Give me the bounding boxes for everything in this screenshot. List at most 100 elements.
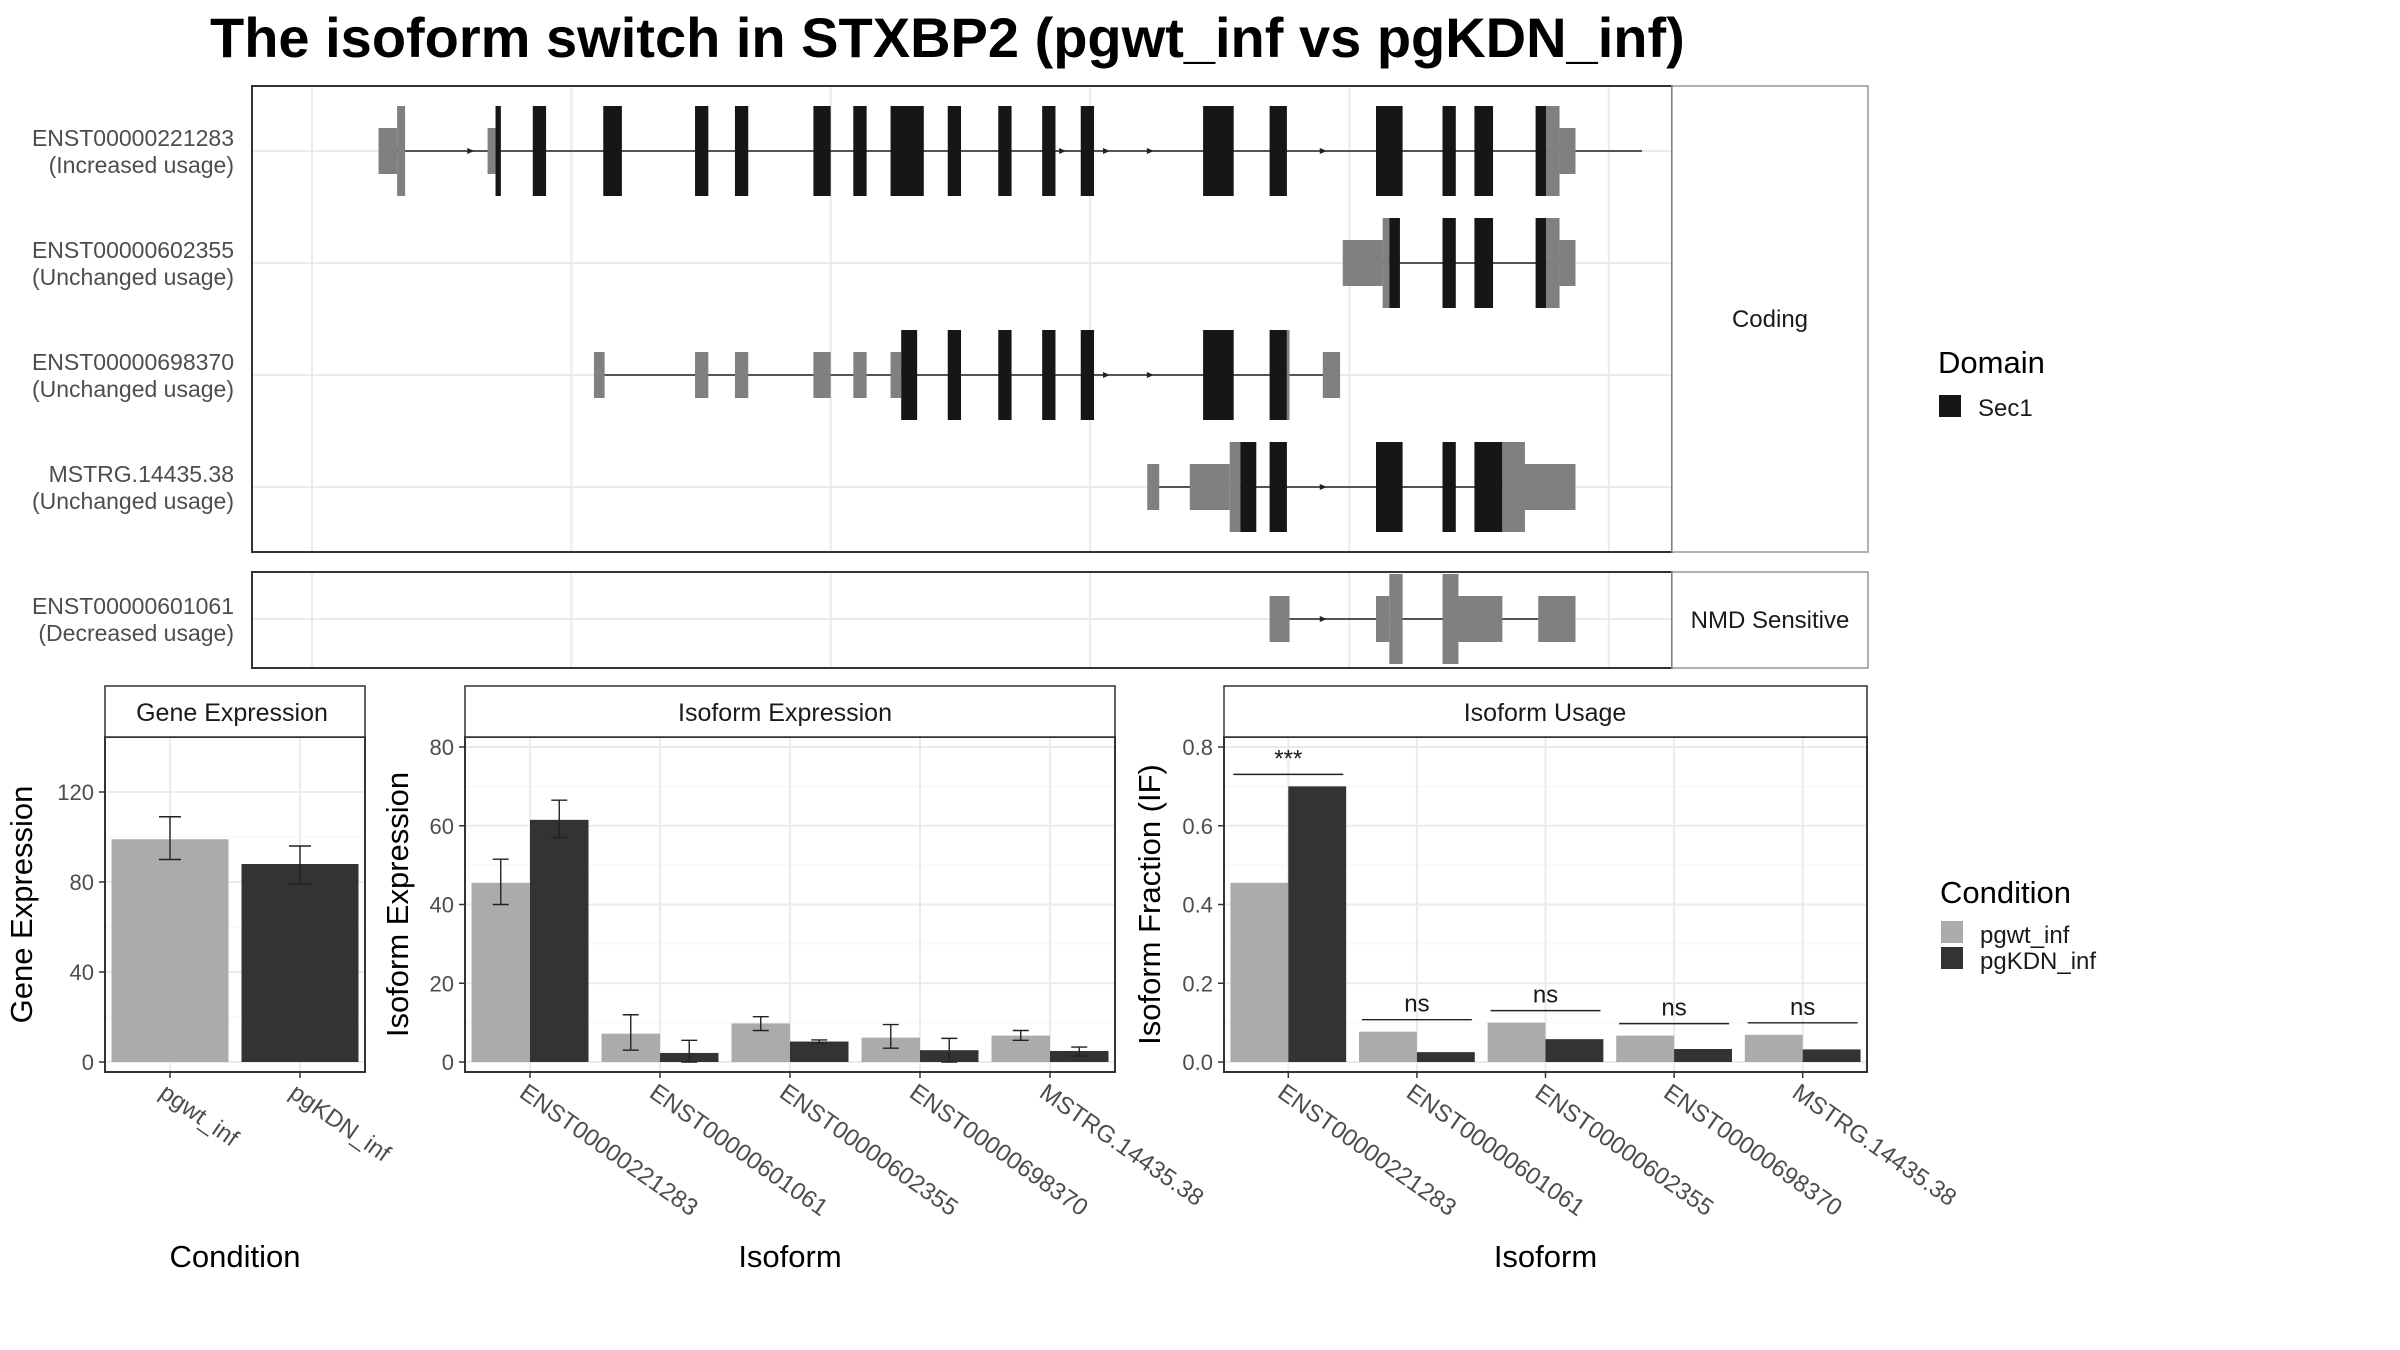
sec1-domain-exon [1203, 330, 1234, 420]
sec1-domain-exon [853, 106, 867, 196]
sec1-domain-exon [998, 106, 1012, 196]
exon-block [890, 352, 902, 398]
facet-strip-label: Coding [1732, 306, 1808, 333]
transcript-structure-panel: Coding ENST00000221283(Increased usage) EN… [32, 85, 1869, 669]
exon-block [593, 352, 605, 398]
chart-title-strip [104, 685, 366, 738]
sec1-domain-exon [1376, 442, 1403, 532]
significance-label: *** [1274, 745, 1302, 772]
sec1-domain-exon [603, 106, 622, 196]
transcript-track [593, 330, 1341, 420]
exon-block [1389, 574, 1403, 664]
y-tick-label: 0.8 [1182, 735, 1213, 760]
sec1-domain-exon [1474, 106, 1494, 196]
intron-arrow [1319, 484, 1327, 490]
y-axis-label: Isoform Expression [380, 772, 415, 1037]
y-tick-label: 0.6 [1182, 814, 1213, 839]
sec1-domain-exon [1474, 442, 1503, 532]
exon-block [1382, 218, 1390, 308]
facet-strip [1671, 85, 1869, 553]
intron-arrow [1146, 148, 1154, 154]
y-tick-label: 80 [70, 870, 94, 895]
transcript-usage-label: (Increased usage) [49, 152, 234, 178]
chart-title: Isoform Usage [1464, 699, 1627, 727]
exon-block [1524, 464, 1576, 510]
exon-block [1376, 596, 1390, 642]
transcript-usage-label: (Unchanged usage) [32, 488, 234, 514]
intron-arrow [1319, 148, 1327, 154]
facet-strip-label: NMD Sensitive [1691, 607, 1850, 634]
sec1-domain-exon [1474, 218, 1494, 308]
sec1-domain-exon [1376, 106, 1403, 196]
sec1-domain-exon [1080, 106, 1095, 196]
sec1-domain-exon [890, 106, 924, 196]
exon-block [397, 106, 406, 196]
exon-block [853, 352, 867, 398]
exon-block [1229, 442, 1241, 532]
condition-legend-title: Condition [1940, 875, 2071, 910]
y-tick-label: 0.2 [1182, 971, 1213, 996]
intron-arrow [1059, 148, 1067, 154]
bar [1230, 882, 1289, 1062]
bar-chart: 020406080ENST00000221283ENST00000601061E… [380, 685, 1208, 1274]
sec1-domain-exon [947, 330, 962, 420]
exon-block [1502, 442, 1525, 532]
bar [530, 819, 589, 1062]
bar [1616, 1035, 1675, 1062]
chart-title: Gene Expression [136, 699, 328, 727]
transcript-label: ENST00000601061 [32, 593, 234, 619]
transcript-track [378, 106, 1642, 196]
y-tick-label: 40 [430, 893, 454, 918]
intron-arrow [467, 148, 475, 154]
sec1-domain-exon [1442, 106, 1456, 196]
bar [241, 864, 359, 1062]
figure-title: The isoform switch in STXBP2 (pgwt_inf v… [210, 6, 1685, 69]
sec1-domain-exon [1535, 218, 1547, 308]
transcript-label: ENST00000602355 [32, 237, 234, 263]
legend-swatch [1941, 921, 1963, 943]
bar [1744, 1034, 1803, 1062]
y-axis-label: Isoform Fraction (IF) [1132, 764, 1167, 1045]
sec1-domain-exon [1203, 106, 1234, 196]
y-tick-label: 0.0 [1182, 1050, 1213, 1075]
exon-block [1546, 106, 1560, 196]
x-axis-label: Isoform [1494, 1239, 1597, 1274]
sec1-domain-exon [734, 106, 749, 196]
y-tick-label: 0 [442, 1050, 454, 1075]
intron-arrow [1103, 148, 1110, 154]
exon-block [1147, 464, 1160, 510]
bar [1545, 1039, 1604, 1062]
sec1-domain-exon [1442, 442, 1456, 532]
exon-block [1442, 574, 1459, 664]
legend-swatch [1941, 947, 1963, 969]
exon-block [734, 352, 749, 398]
transcript-track [1147, 442, 1576, 532]
bar [1288, 786, 1347, 1062]
bar [790, 1041, 849, 1062]
transcript-track [1342, 218, 1576, 308]
transcript-track [1269, 574, 1576, 664]
significance-label: ns [1533, 982, 1558, 1009]
exon-block [1286, 330, 1290, 420]
y-tick-label: 0.4 [1182, 893, 1213, 918]
facet-strip [1671, 571, 1869, 669]
intron-arrow [1146, 372, 1154, 378]
sec1-domain-exon [1080, 330, 1095, 420]
significance-label: ns [1790, 994, 1815, 1021]
sec1-domain-exon [813, 106, 831, 196]
transcript-label: ENST00000221283 [32, 125, 234, 151]
x-axis-label: Isoform [738, 1239, 841, 1274]
transcript-label: MSTRG.14435.38 [49, 461, 234, 487]
sec1-domain-exon [1240, 442, 1257, 532]
exon-block [813, 352, 831, 398]
exon-block [1546, 218, 1560, 308]
domain-legend-title: Domain [1938, 345, 2045, 380]
sec1-domain-exon [998, 330, 1012, 420]
transcript-usage-label: (Unchanged usage) [32, 264, 234, 290]
exon-block [1559, 240, 1576, 286]
exon-block [487, 128, 496, 174]
y-tick-label: 80 [430, 735, 454, 760]
sec1-domain-exon [1269, 442, 1287, 532]
bar [1416, 1052, 1475, 1062]
